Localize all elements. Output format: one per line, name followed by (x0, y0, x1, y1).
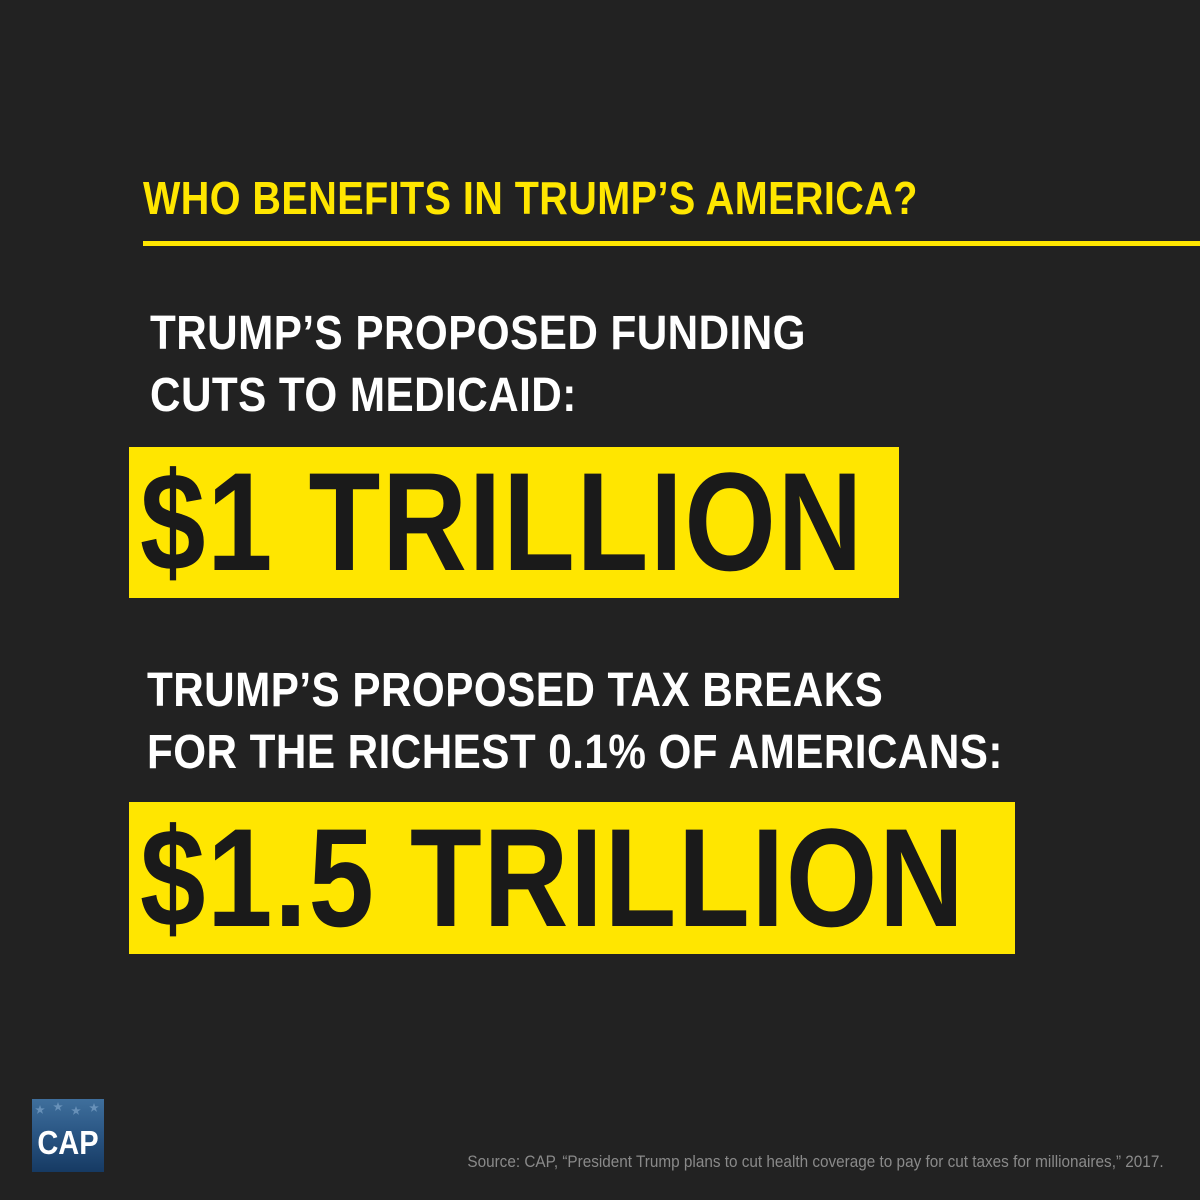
medicaid-amount-highlight (129, 447, 899, 598)
medicaid-cuts-label-line-1: TRUMP’S PROPOSED FUNDING (150, 307, 806, 360)
cap-logo-text: CAP (37, 1124, 99, 1161)
tax-breaks-label-line-1: TRUMP’S PROPOSED TAX BREAKS (147, 664, 884, 717)
cap-logo: CAP (32, 1099, 104, 1172)
source-citation: Source: CAP, “President Trump plans to c… (467, 1152, 1164, 1171)
tax-breaks-amount: $1.5 TRILLION (140, 799, 966, 956)
medicaid-cuts-label: TRUMP’S PROPOSED FUNDING CUTS TO MEDICAI… (150, 303, 806, 427)
stars-pattern-icon (35, 1102, 99, 1115)
tax-breaks-label-line-2: FOR THE RICHEST 0.1% OF AMERICANS: (147, 726, 1003, 779)
headline-underline (143, 241, 1200, 246)
tax-breaks-label: TRUMP’S PROPOSED TAX BREAKS FOR THE RICH… (147, 660, 1003, 784)
tax-breaks-amount-highlight (129, 802, 1015, 954)
medicaid-cuts-amount: $1 TRILLION (140, 443, 865, 600)
medicaid-cuts-label-line-2: CUTS TO MEDICAID: (150, 369, 577, 422)
headline: WHO BENEFITS IN TRUMP’S AMERICA? (143, 172, 918, 224)
